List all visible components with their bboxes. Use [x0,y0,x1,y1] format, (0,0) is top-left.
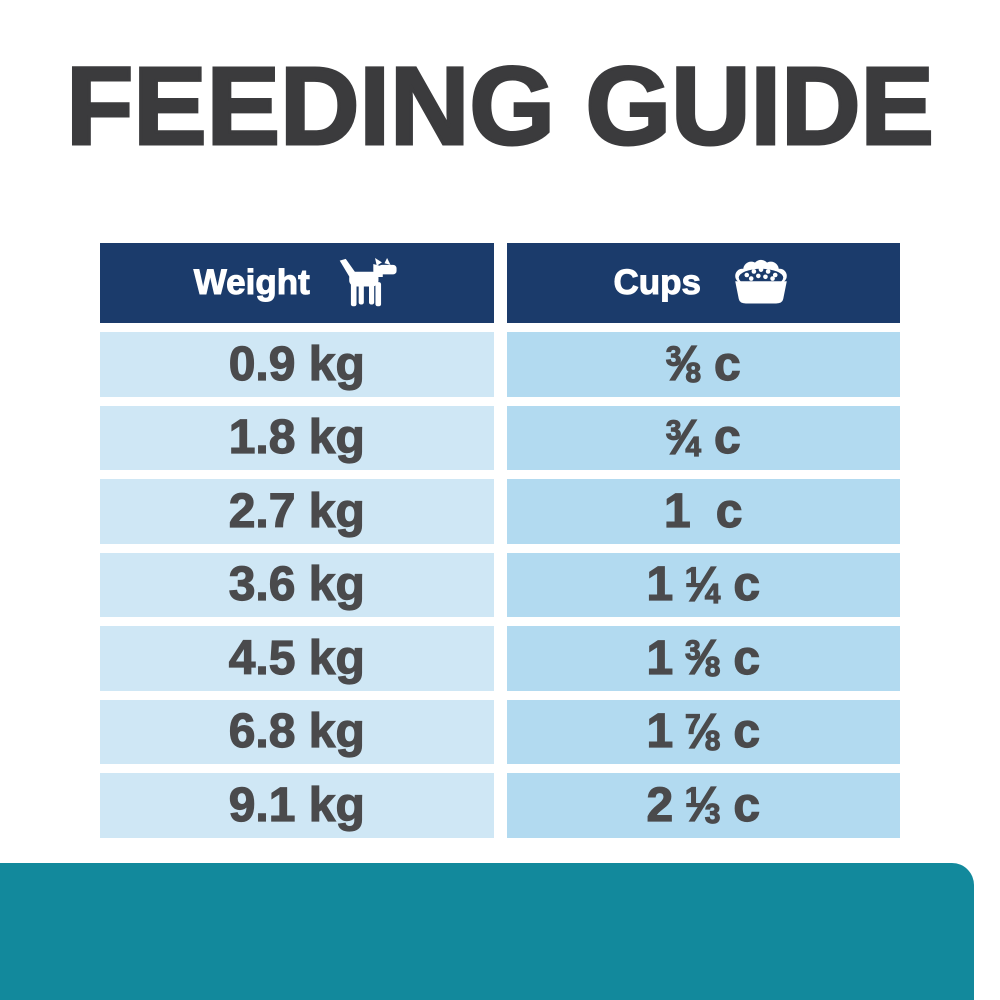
page-title: FEEDING GUIDE [65,45,936,168]
table-row: 6.8 kg 1 7⁄8 c [100,699,900,764]
table-row: 2.7 kg 1 c [100,479,900,544]
fraction: 7⁄8 [685,704,721,759]
table-row: 4.5 kg 1 3⁄8 c [100,626,900,691]
cups-cell: 3⁄4 c [506,405,900,470]
weight-cell: 1.8 kg [100,405,494,470]
cups-cell: 3⁄8 c [506,332,900,397]
fraction: 1⁄4 [685,557,721,612]
weight-cell: 4.5 kg [100,626,494,691]
table-row: 3.6 kg 1 1⁄4 c [100,552,900,617]
cups-cell: 1 3⁄8 c [506,626,900,691]
dog-icon [338,258,400,308]
fraction: 3⁄8 [665,337,701,392]
feeding-table: Weight C [100,243,900,838]
cups-column-header: Cups [506,243,900,323]
table-row: 1.8 kg 3⁄4 c [100,405,900,470]
weight-cell: 9.1 kg [100,773,494,838]
weight-column-header: Weight [100,243,494,323]
weight-cell: 2.7 kg [100,479,494,544]
weight-cell: 3.6 kg [100,552,494,617]
food-bowl-icon [729,259,793,307]
fraction: 3⁄8 [685,631,721,686]
table-body: 0.9 kg 3⁄8 c 1.8 kg 3⁄4 c 2.7 kg 1 c 3.6 kg 1 1⁄4 c 4… [100,332,900,838]
cups-cell: 1 7⁄8 c [506,699,900,764]
weight-cell: 6.8 kg [100,699,494,764]
footer-teal-band [0,863,974,1000]
cups-cell: 2 1⁄3 c [506,773,900,838]
fraction: 3⁄4 [665,410,701,465]
cups-header-label: Cups [613,263,701,303]
table-row: 0.9 kg 3⁄8 c [100,332,900,397]
weight-header-label: Weight [193,263,310,303]
weight-cell: 0.9 kg [100,332,494,397]
fraction: 1⁄3 [685,778,721,833]
table-row: 9.1 kg 2 1⁄3 c [100,773,900,838]
cups-cell: 1 1⁄4 c [506,552,900,617]
table-header-row: Weight C [100,243,900,323]
